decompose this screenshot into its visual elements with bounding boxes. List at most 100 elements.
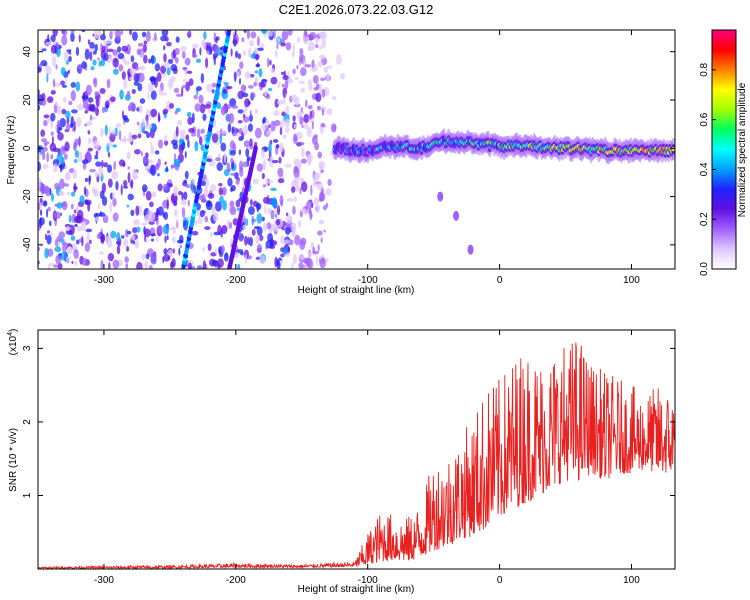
noise-speck — [312, 182, 317, 187]
noise-speck — [50, 112, 56, 122]
noise-speck — [216, 191, 220, 200]
noise-speck — [141, 31, 147, 38]
noise-speck — [154, 63, 161, 72]
spectrogram-y-ticks: -40 -20 0 20 40 — [22, 46, 675, 252]
noise-speck — [62, 243, 67, 253]
noise-speck — [229, 222, 233, 229]
colorbar-frame — [711, 29, 737, 270]
noise-speck — [70, 235, 76, 241]
noise-speck — [60, 171, 65, 179]
noise-speck — [205, 200, 213, 211]
noise-speck — [185, 221, 188, 232]
noise-speck — [249, 138, 253, 147]
noise-speck — [108, 55, 112, 60]
noise-speck — [161, 30, 169, 38]
noise-speck — [156, 210, 161, 215]
noise-speck — [115, 180, 119, 191]
noise-speck — [198, 136, 203, 146]
noise-speck — [166, 67, 171, 76]
noise-speck — [42, 200, 48, 207]
noise-speck — [126, 204, 130, 208]
noise-speck — [112, 212, 119, 222]
noise-speck — [292, 205, 296, 215]
noise-speck — [200, 128, 205, 134]
noise-speck — [293, 124, 298, 129]
noise-speck — [281, 83, 286, 88]
noise-speck — [53, 211, 61, 219]
noise-speck — [302, 35, 310, 43]
noise-speck — [38, 177, 42, 187]
noise-speck — [120, 184, 123, 196]
noise-speck — [191, 183, 194, 194]
noise-speck — [221, 186, 227, 196]
noise-speck — [238, 149, 242, 156]
noise-speck — [61, 108, 67, 115]
noise-speck — [73, 248, 79, 260]
noise-speck — [41, 150, 46, 161]
noise-speck — [226, 162, 231, 170]
noise-speck — [294, 76, 299, 81]
noise-speck — [89, 114, 93, 122]
noise-speck — [81, 159, 89, 165]
noise-speck — [84, 242, 91, 253]
noise-speck — [184, 150, 187, 159]
noise-speck — [123, 185, 129, 189]
noise-speck — [44, 233, 47, 241]
noise-speck — [233, 71, 237, 82]
noise-speck — [132, 240, 136, 245]
noise-speck — [240, 237, 243, 243]
snr-x-tick-label: -100 — [358, 575, 378, 586]
noise-speck — [94, 43, 99, 52]
noise-speck — [157, 225, 163, 234]
noise-speck — [174, 92, 177, 96]
noise-speck — [267, 129, 273, 134]
noise-speck — [163, 211, 169, 220]
noise-speck — [211, 133, 219, 143]
noise-speck — [99, 34, 106, 41]
noise-speck — [38, 104, 41, 111]
noise-speck — [133, 219, 140, 226]
noise-speck — [326, 65, 333, 69]
noise-speck — [112, 57, 119, 68]
noise-speck — [142, 155, 148, 163]
noise-speck — [250, 92, 256, 99]
noise-speck — [46, 73, 49, 83]
noise-speck — [319, 192, 326, 202]
noise-speck — [285, 93, 290, 101]
noise-speck — [126, 246, 130, 252]
noise-speck — [145, 253, 150, 260]
noise-speck — [222, 88, 228, 94]
noise-speck — [213, 55, 216, 66]
noise-speck — [215, 201, 222, 212]
noise-speck — [231, 105, 239, 109]
noise-speck — [256, 202, 262, 210]
noise-speck — [87, 97, 94, 103]
noise-speck — [164, 134, 167, 142]
noise-speck — [321, 88, 326, 98]
noise-speck — [140, 150, 143, 157]
noise-speck — [85, 228, 93, 233]
noise-speck — [136, 121, 140, 126]
noise-speck — [68, 214, 72, 223]
noise-speck — [317, 151, 323, 159]
noise-speck — [158, 114, 161, 122]
noise-speck — [308, 82, 313, 92]
noise-speck — [279, 260, 286, 268]
noise-speck — [123, 60, 131, 65]
noise-speck — [253, 226, 260, 230]
noise-speck — [54, 246, 62, 253]
noise-speck — [253, 82, 257, 87]
noise-speck — [191, 230, 199, 236]
noise-speck — [321, 38, 327, 49]
noise-speck — [300, 67, 307, 77]
noise-speck — [107, 48, 114, 53]
noise-speck — [60, 67, 66, 76]
noise-speck — [88, 48, 95, 53]
noise-speck — [40, 138, 47, 143]
noise-speck — [238, 127, 243, 135]
noise-speck — [219, 195, 224, 204]
noise-speck — [262, 184, 267, 188]
noise-speck — [220, 105, 226, 116]
noise-speck — [299, 116, 304, 126]
